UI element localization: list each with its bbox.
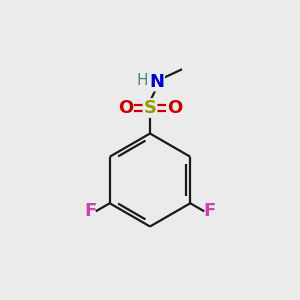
Text: S: S <box>143 99 157 117</box>
Text: H: H <box>136 73 148 88</box>
Text: O: O <box>118 99 133 117</box>
Text: O: O <box>167 99 182 117</box>
Text: N: N <box>149 73 164 91</box>
Text: F: F <box>204 202 216 220</box>
Text: F: F <box>84 202 96 220</box>
